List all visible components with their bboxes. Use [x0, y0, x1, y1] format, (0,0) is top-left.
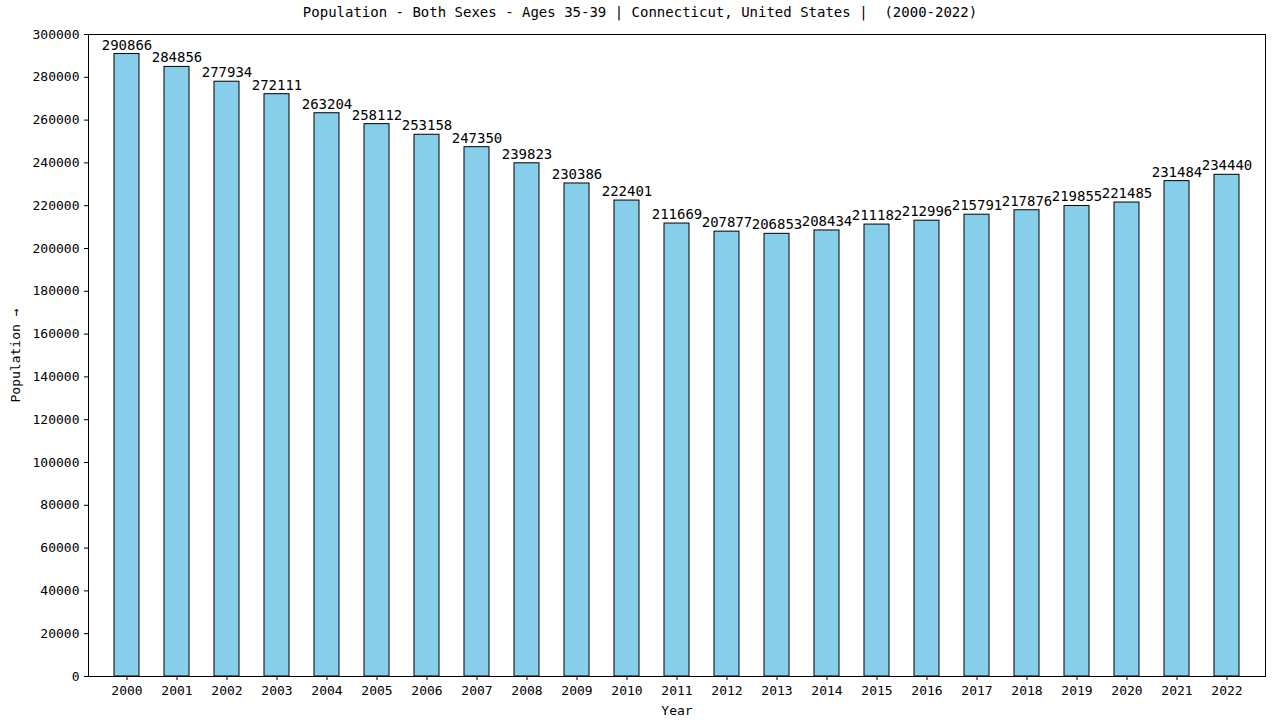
svg-text:280000: 280000 [33, 69, 80, 84]
svg-text:2010: 2010 [611, 683, 642, 698]
svg-text:140000: 140000 [33, 369, 80, 384]
svg-text:2008: 2008 [511, 683, 542, 698]
svg-text:2013: 2013 [761, 683, 792, 698]
svg-text:206853: 206853 [752, 216, 803, 232]
svg-text:2022: 2022 [1211, 683, 1242, 698]
svg-text:2002: 2002 [211, 683, 242, 698]
svg-text:272111: 272111 [252, 77, 303, 93]
svg-text:2006: 2006 [411, 683, 442, 698]
svg-text:231484: 231484 [1152, 164, 1203, 180]
svg-text:211182: 211182 [852, 207, 903, 223]
svg-text:222401: 222401 [602, 183, 653, 199]
svg-text:2015: 2015 [861, 683, 892, 698]
svg-text:263204: 263204 [302, 96, 353, 112]
svg-text:212996: 212996 [902, 203, 953, 219]
svg-text:207877: 207877 [702, 214, 753, 230]
svg-text:2020: 2020 [1111, 683, 1142, 698]
svg-text:290866: 290866 [102, 37, 153, 53]
svg-text:2019: 2019 [1061, 683, 1092, 698]
svg-text:240000: 240000 [33, 155, 80, 170]
svg-text:300000: 300000 [33, 27, 80, 42]
svg-text:2012: 2012 [711, 683, 742, 698]
svg-text:2000: 2000 [111, 683, 142, 698]
svg-text:217876: 217876 [1002, 193, 1053, 209]
svg-text:284856: 284856 [152, 49, 203, 65]
svg-text:80000: 80000 [40, 497, 79, 512]
svg-text:247350: 247350 [452, 130, 503, 146]
svg-text:40000: 40000 [40, 583, 79, 598]
svg-text:100000: 100000 [33, 455, 80, 470]
svg-text:20000: 20000 [40, 626, 79, 641]
svg-text:180000: 180000 [33, 283, 80, 298]
svg-text:219855: 219855 [1052, 188, 1103, 204]
svg-text:277934: 277934 [202, 64, 253, 80]
svg-text:221485: 221485 [1102, 185, 1153, 201]
svg-text:208434: 208434 [802, 213, 853, 229]
svg-text:2016: 2016 [911, 683, 942, 698]
svg-text:220000: 220000 [33, 198, 80, 213]
svg-text:Population →: Population → [8, 308, 23, 402]
svg-text:239823: 239823 [502, 146, 553, 162]
svg-text:120000: 120000 [33, 412, 80, 427]
svg-text:260000: 260000 [33, 112, 80, 127]
svg-text:200000: 200000 [33, 241, 80, 256]
svg-text:2009: 2009 [561, 683, 592, 698]
svg-text:230386: 230386 [552, 166, 603, 182]
svg-text:2003: 2003 [261, 683, 292, 698]
svg-text:2017: 2017 [961, 683, 992, 698]
svg-text:Year: Year [661, 703, 692, 718]
svg-text:215791: 215791 [952, 197, 1003, 213]
svg-text:2007: 2007 [461, 683, 492, 698]
svg-text:160000: 160000 [33, 326, 80, 341]
svg-text:234440: 234440 [1202, 157, 1253, 173]
svg-text:0: 0 [72, 669, 80, 684]
html-text:Population - Both Sexes - Ages: Population - Both Sexes - Ages 35-39 | C… [302, 4, 978, 20]
svg-text:2004: 2004 [311, 683, 342, 698]
svg-text:253158: 253158 [402, 117, 453, 133]
svg-text:2001: 2001 [161, 683, 192, 698]
svg-text:258112: 258112 [352, 107, 403, 123]
svg-text:2005: 2005 [361, 683, 392, 698]
svg-text:60000: 60000 [40, 540, 79, 555]
svg-text:2021: 2021 [1161, 683, 1192, 698]
svg-text:2014: 2014 [811, 683, 842, 698]
svg-text:211669: 211669 [652, 206, 703, 222]
svg-text:2011: 2011 [661, 683, 692, 698]
svg-text:2018: 2018 [1011, 683, 1042, 698]
